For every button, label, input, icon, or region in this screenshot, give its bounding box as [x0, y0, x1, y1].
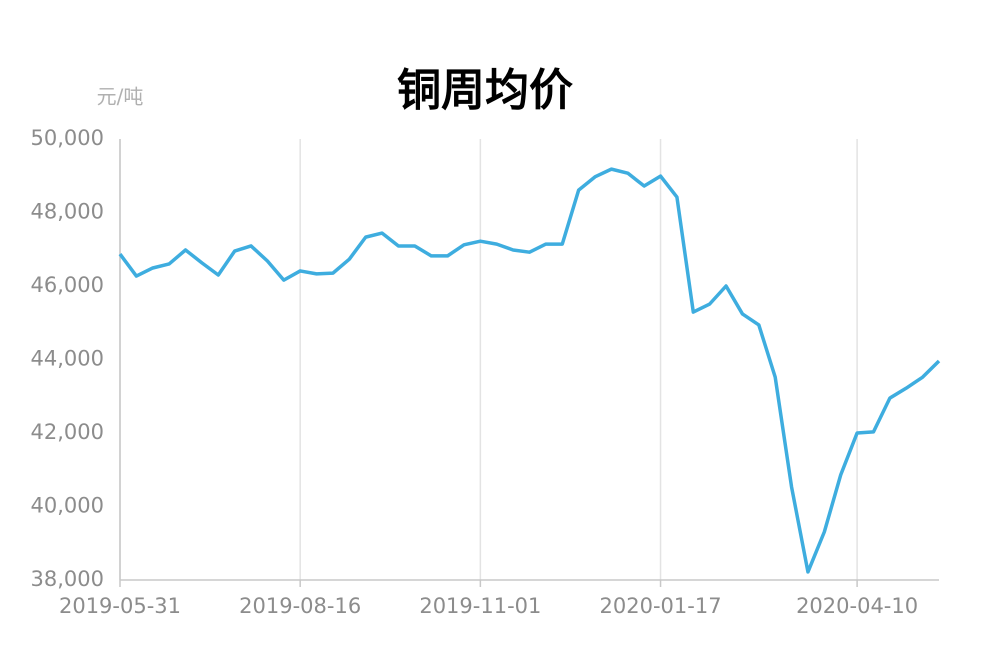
x-tick-label: 2020-04-10: [796, 594, 918, 618]
chart-title: 铜周均价: [397, 65, 573, 116]
y-unit: 元/吨: [97, 85, 144, 109]
y-tick-label: 48,000: [31, 200, 104, 224]
y-tick-label: 44,000: [31, 347, 104, 371]
x-tick-label: 2019-11-01: [419, 594, 541, 618]
y-tick-label: 46,000: [31, 273, 104, 297]
x-tick-label: 2019-08-16: [239, 594, 361, 618]
x-tick-label: 2019-05-31: [59, 594, 181, 618]
y-tick-label: 50,000: [31, 126, 104, 150]
y-tick-label: 38,000: [31, 567, 104, 591]
y-tick-label: 42,000: [31, 420, 104, 444]
data-line: [118, 167, 941, 574]
y-tick-label: 40,000: [31, 494, 104, 518]
x-tick-label: 2020-01-17: [600, 594, 722, 618]
